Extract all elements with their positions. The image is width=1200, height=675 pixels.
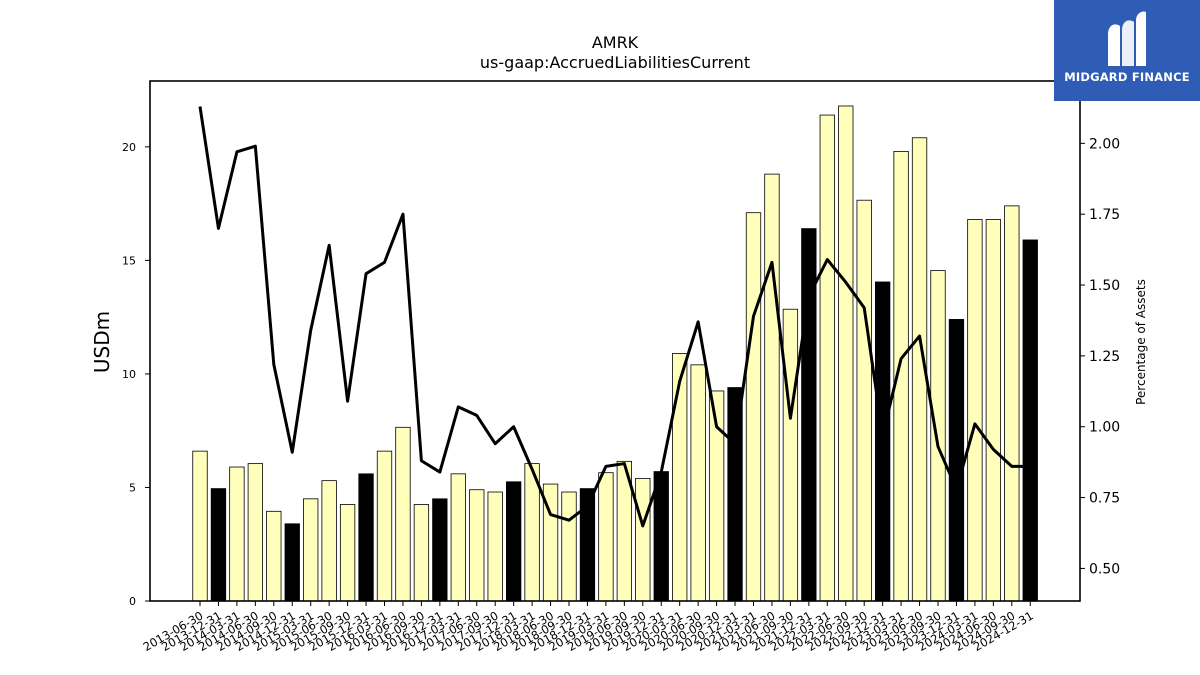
- bar-2018-09-30: [561, 491, 577, 602]
- bar-2015-03-31: [303, 498, 319, 602]
- y-ticks-group: 0 5 10 15 20: [122, 141, 150, 608]
- bar-2016-12-31: [432, 498, 448, 602]
- bar-2016-03-31: [376, 450, 393, 602]
- bar-2021-03-31: [745, 212, 762, 602]
- chart-subtitle: us-gaap:AccruedLiabilitiesCurrent: [480, 53, 750, 72]
- y-axis-label: USDm: [90, 311, 114, 373]
- bar-2024-09-30: [1004, 205, 1020, 602]
- bar-2015-12-31: [358, 473, 374, 602]
- y2-tick-label: 0.75: [1089, 491, 1120, 507]
- plot-frame: [149, 80, 1081, 602]
- bar-2016-09-30: [413, 504, 430, 602]
- bar-2020-12-31: [727, 387, 743, 602]
- bar-2015-09-30: [339, 504, 356, 602]
- y2-ticks-group: 0.50 0.75 1.00 1.25 1.50 1.75 2.00: [1080, 136, 1120, 577]
- brand-logo: MIDGARD FINANCE: [1054, 0, 1200, 101]
- bar-2024-06-30: [985, 219, 1001, 602]
- bar-2022-09-30: [856, 199, 872, 602]
- bar-2014-12-31: [284, 523, 300, 602]
- chart-title: AMRK: [592, 33, 639, 52]
- bar-2022-06-30: [838, 105, 854, 602]
- bar-2017-06-30: [469, 489, 485, 602]
- bar-2020-06-30: [690, 364, 706, 602]
- bars-group: [192, 105, 1038, 602]
- bar-2015-06-30: [321, 480, 337, 602]
- logo-text: MIDGARD FINANCE: [1064, 70, 1190, 84]
- bar-2017-09-30: [487, 491, 503, 602]
- midgard-logo-icon: [1108, 11, 1146, 67]
- bar-2014-09-30: [266, 510, 282, 602]
- y-tick-label: 0: [129, 595, 136, 608]
- y-tick-label: 10: [122, 368, 136, 381]
- y2-tick-label: 1.25: [1089, 349, 1120, 365]
- bar-2017-12-31: [505, 481, 522, 602]
- bar-2013-12-31: [210, 488, 227, 602]
- bar-2024-12-31: [1022, 239, 1038, 602]
- bar-2022-03-31: [819, 114, 835, 602]
- bar-2014-03-31: [229, 466, 245, 602]
- bar-2019-09-30: [635, 477, 651, 602]
- y2-axis-label: Percentage of Assets: [1134, 279, 1148, 405]
- bar-2020-03-31: [672, 353, 688, 602]
- y-tick-label: 20: [122, 141, 136, 154]
- y2-tick-label: 0.50: [1089, 561, 1120, 577]
- bar-2023-12-31: [948, 319, 965, 602]
- bar-2021-06-30: [764, 173, 780, 602]
- bar-2019-03-31: [598, 472, 614, 602]
- bar-2014-06-30: [247, 463, 264, 602]
- percentage-of-assets-line: [198, 106, 1031, 528]
- y2-tick-label: 1.75: [1089, 207, 1120, 223]
- bar-2016-06-30: [395, 426, 411, 602]
- y-tick-label: 5: [129, 481, 136, 494]
- bar-2017-03-31: [450, 473, 466, 602]
- y2-tick-label: 1.50: [1089, 278, 1120, 294]
- y-tick-label: 15: [122, 254, 136, 267]
- x-ticks-group: 2013-06-302013-12-312014-03-312014-06-30…: [141, 601, 1036, 654]
- y2-tick-label: 2.00: [1089, 136, 1120, 152]
- bar-2023-09-30: [930, 270, 946, 602]
- y2-tick-label: 1.00: [1089, 420, 1120, 436]
- bar-2024-03-31: [967, 219, 983, 602]
- bar-2013-06-30: [192, 450, 208, 602]
- bar-2022-12-31: [875, 281, 891, 602]
- bar-2021-09-30: [782, 308, 799, 602]
